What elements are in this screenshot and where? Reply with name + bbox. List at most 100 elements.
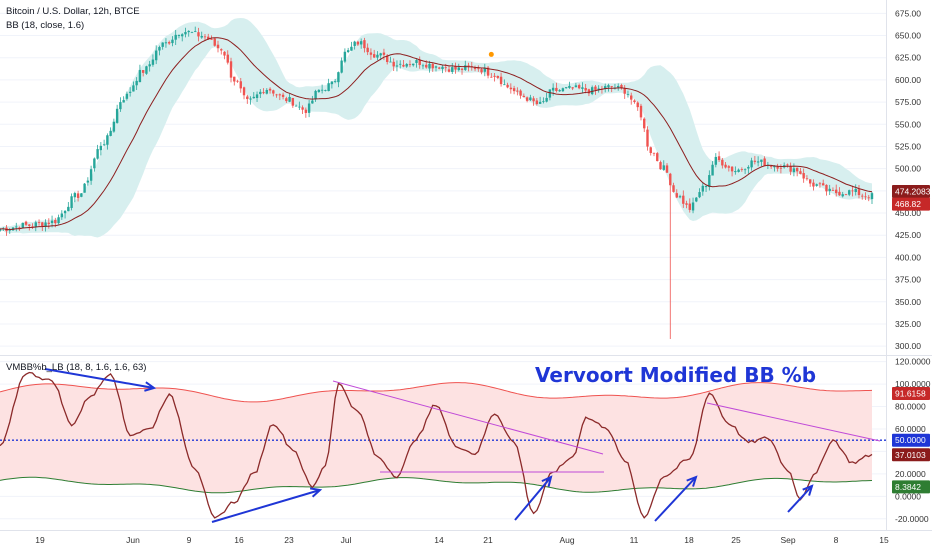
candle [512, 85, 516, 95]
candle [158, 45, 161, 56]
price-tick-label: 675.00 [895, 8, 921, 18]
trend-line[interactable] [706, 402, 881, 442]
candle [542, 97, 545, 104]
candle [701, 182, 705, 196]
candle [828, 184, 831, 196]
candle [343, 48, 347, 64]
candle [408, 60, 412, 68]
candle [138, 64, 142, 83]
candle [167, 40, 171, 45]
symbol-title: Bitcoin / U.S. Dollar, 12h, BTCE [6, 6, 140, 17]
arrow-drawing[interactable] [211, 487, 323, 523]
candle [789, 162, 792, 176]
candle [451, 63, 454, 74]
trend-drawings[interactable] [44, 368, 881, 523]
candle [607, 83, 610, 92]
time-tick-label: 21 [483, 535, 493, 545]
candle [115, 104, 119, 124]
candle [841, 191, 844, 198]
candle [223, 51, 226, 60]
annotation-text: Vervoort Modified BB %b [535, 363, 816, 387]
arrow-drawing[interactable] [787, 484, 814, 513]
candle [418, 56, 421, 69]
candle [184, 27, 187, 38]
candle [594, 85, 597, 95]
candle [861, 193, 864, 200]
time-tick-label: 23 [284, 535, 294, 545]
candle [864, 192, 867, 201]
candle [340, 57, 343, 74]
candle [747, 165, 750, 174]
candle [255, 91, 259, 102]
candle [584, 83, 587, 94]
candle [226, 50, 229, 65]
upper-band-line [0, 382, 873, 403]
candle [548, 89, 552, 101]
candle [353, 40, 356, 50]
candle [691, 197, 695, 214]
candle [405, 63, 408, 68]
oscillator-panel[interactable] [0, 361, 886, 523]
candle [259, 89, 262, 99]
candle [102, 139, 106, 147]
time-tick-label: Aug [559, 535, 574, 545]
event-dot-marker [488, 51, 494, 57]
candle [80, 193, 83, 198]
candle [821, 179, 825, 186]
price-tick-label: 375.00 [895, 275, 921, 285]
candle [695, 197, 698, 203]
osc-tick-label: 0.0000 [895, 491, 921, 501]
candle [698, 188, 701, 199]
candle [867, 194, 870, 202]
oscillator-band-fill [0, 382, 872, 493]
price-tick-label: 325.00 [895, 319, 921, 329]
candle [825, 184, 828, 196]
candle [496, 75, 500, 80]
candle [480, 68, 483, 75]
candle [590, 85, 594, 96]
trend-line[interactable] [332, 380, 604, 455]
candle [190, 31, 194, 34]
time-tick-label: 16 [234, 535, 244, 545]
candle [171, 36, 174, 47]
osc-tick-label: -20.0000 [895, 514, 929, 524]
candle [15, 222, 18, 232]
price-tick-label: 400.00 [895, 252, 921, 262]
price-panel[interactable] [0, 12, 886, 347]
candle [86, 177, 90, 186]
candle [132, 81, 135, 92]
candle [568, 81, 571, 89]
candle [262, 88, 265, 95]
candle [288, 93, 291, 103]
candle [161, 42, 164, 50]
candle [685, 200, 688, 209]
candle [659, 160, 662, 170]
candle [617, 83, 620, 91]
value-tag: 468.82 [892, 197, 930, 211]
candle [317, 89, 321, 93]
candle [682, 190, 685, 208]
candle [779, 164, 783, 174]
time-tick-label: 11 [630, 535, 639, 545]
arrow-drawing[interactable] [514, 475, 553, 521]
candle [522, 93, 526, 98]
candle [555, 82, 558, 93]
candle [714, 153, 718, 168]
candle [99, 142, 103, 156]
candle [119, 97, 122, 112]
value-tag: 50.0000 [892, 433, 930, 447]
candle [382, 48, 386, 61]
candle [535, 97, 539, 106]
candle [620, 83, 623, 90]
svg-text:37.0103: 37.0103 [895, 450, 926, 460]
candle [610, 85, 613, 93]
candle [529, 94, 532, 102]
arrow-drawing[interactable] [44, 368, 157, 392]
candle [831, 187, 835, 191]
time-axis[interactable]: 19 Jun 9 16 23 Jul 14 21 Aug 11 18 25 Sep 8 15 [35, 535, 889, 545]
time-tick-label: Jul [341, 535, 352, 545]
arrow-drawing[interactable] [654, 475, 698, 522]
candle [294, 104, 298, 107]
candle [665, 163, 669, 173]
